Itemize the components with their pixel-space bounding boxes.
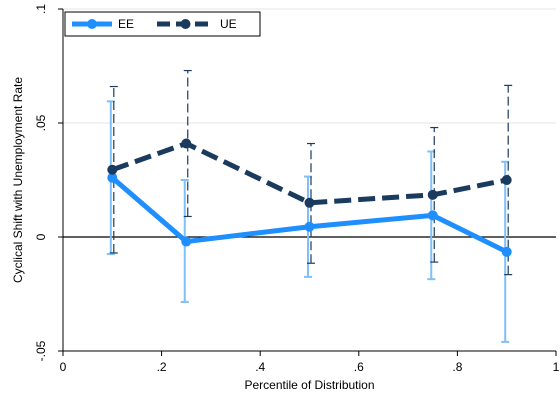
series-points [107,138,512,257]
ue-point-3 [427,189,438,200]
ee-point-1 [181,236,192,247]
y-tick-label-2: .05 [34,114,48,131]
x-tick-label-0: 0 [60,360,67,374]
ue-series-line [111,141,508,206]
ue-point-0 [107,164,118,175]
y-axis-title: Cyclical Shift with Unemployment Rate [11,77,25,283]
x-axis-ticks: 0 .2 .4 .6 .8 1 [60,351,560,374]
y-tick-label-3: .1 [34,4,48,14]
x-tick-label-2: .4 [255,360,265,374]
legend-marker-ee [87,19,97,29]
x-tick-label-4: .8 [452,360,462,374]
ue-point-1 [181,138,192,149]
legend-label-ue: UE [220,17,237,31]
x-tick-label-1: .2 [157,360,167,374]
x-tick-label-5: 1 [553,360,560,374]
ee-point-0 [107,172,118,183]
x-tick-label-3: .6 [354,360,364,374]
y-axis-ticks: -.05 0 .05 .1 [34,4,63,361]
ee-point-2 [304,221,315,232]
ee-point-4 [501,246,512,257]
legend: EE UE [64,11,261,37]
x-axis-title: Percentile of Distribution [244,378,374,392]
y-tick-label-1: 0 [34,233,48,240]
y-tick-label-0: -.05 [34,340,48,361]
axes [62,9,556,352]
ue-point-4 [501,175,512,185]
ee-point-3 [427,210,438,221]
ue-point-2 [304,197,315,208]
legend-marker-ue [180,19,191,29]
legend-label-ee: EE [118,17,134,31]
